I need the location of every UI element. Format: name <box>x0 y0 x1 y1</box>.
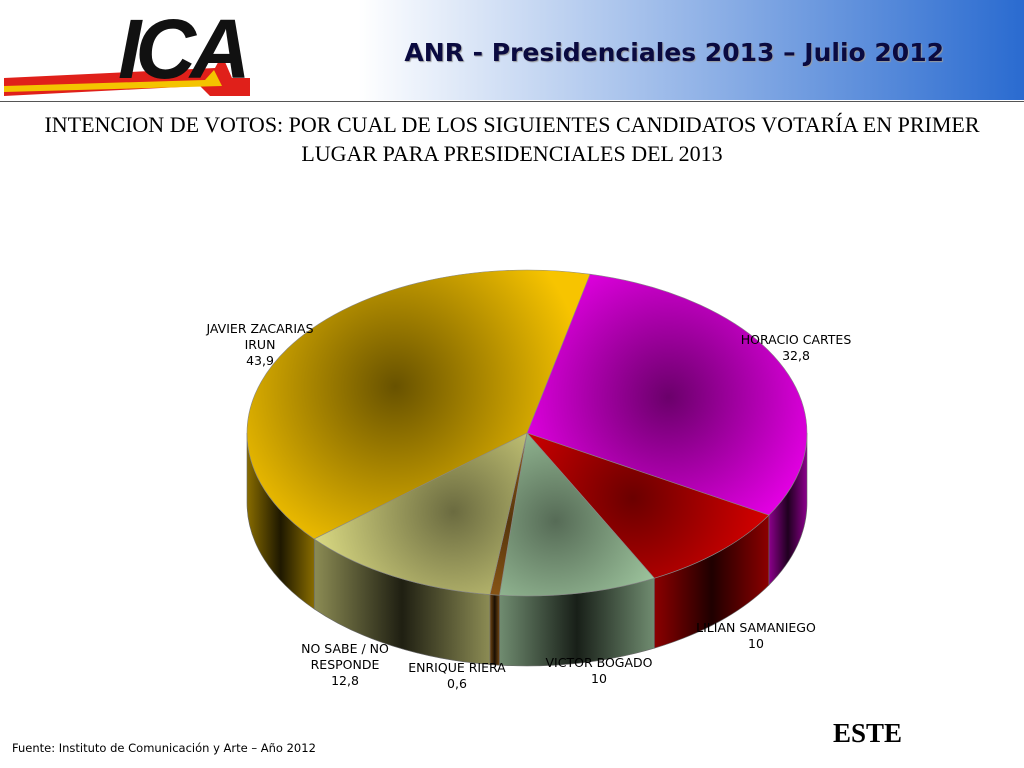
value-label: 10 <box>748 636 764 651</box>
header-rule <box>0 101 1024 102</box>
slice-label: HORACIO CARTES 32,8 <box>726 332 866 364</box>
slice <box>499 432 655 597</box>
slice-label: VICTOR BOGADO 10 <box>529 655 669 687</box>
slice <box>246 269 591 540</box>
slice-label: ENRIQUE RIERA 0,6 <box>397 660 517 692</box>
category-label: LILIAN SAMANIEGO <box>696 620 816 635</box>
category-label: HORACIO CARTES <box>740 332 852 347</box>
slice <box>526 432 770 579</box>
value-label: 12,8 <box>331 673 359 688</box>
slice <box>313 432 528 595</box>
category-label: VICTOR BOGADO <box>545 655 653 670</box>
value-label: 0,6 <box>447 676 467 691</box>
value-label: 32,8 <box>782 348 810 363</box>
value-label: 43,9 <box>246 353 274 368</box>
header-title: ANR - Presidenciales 2013 – Julio 2012 <box>404 38 944 67</box>
logo: ICA <box>118 2 251 96</box>
logo-stripes <box>4 55 250 96</box>
category-label: JAVIER ZACARIAS IRUN <box>206 321 314 352</box>
slice <box>526 273 808 516</box>
value-label: 10 <box>591 671 607 686</box>
region-label: ESTE <box>833 718 903 748</box>
source-note: Fuente: Instituto de Comunicación y Arte… <box>12 741 316 755</box>
slice-label: LILIAN SAMANIEGO 10 <box>681 620 831 652</box>
slice-label: JAVIER ZACARIAS IRUN 43,9 <box>193 321 328 369</box>
category-label: NO SABE / NO RESPONDE <box>301 641 389 672</box>
category-label: ENRIQUE RIERA <box>408 660 506 675</box>
slice-label: NO SABE / NO RESPONDE 12,8 <box>290 641 400 689</box>
slice-side <box>489 594 500 666</box>
chart-title: INTENCION DE VOTOS: POR CUAL DE LOS SIGU… <box>44 112 980 166</box>
